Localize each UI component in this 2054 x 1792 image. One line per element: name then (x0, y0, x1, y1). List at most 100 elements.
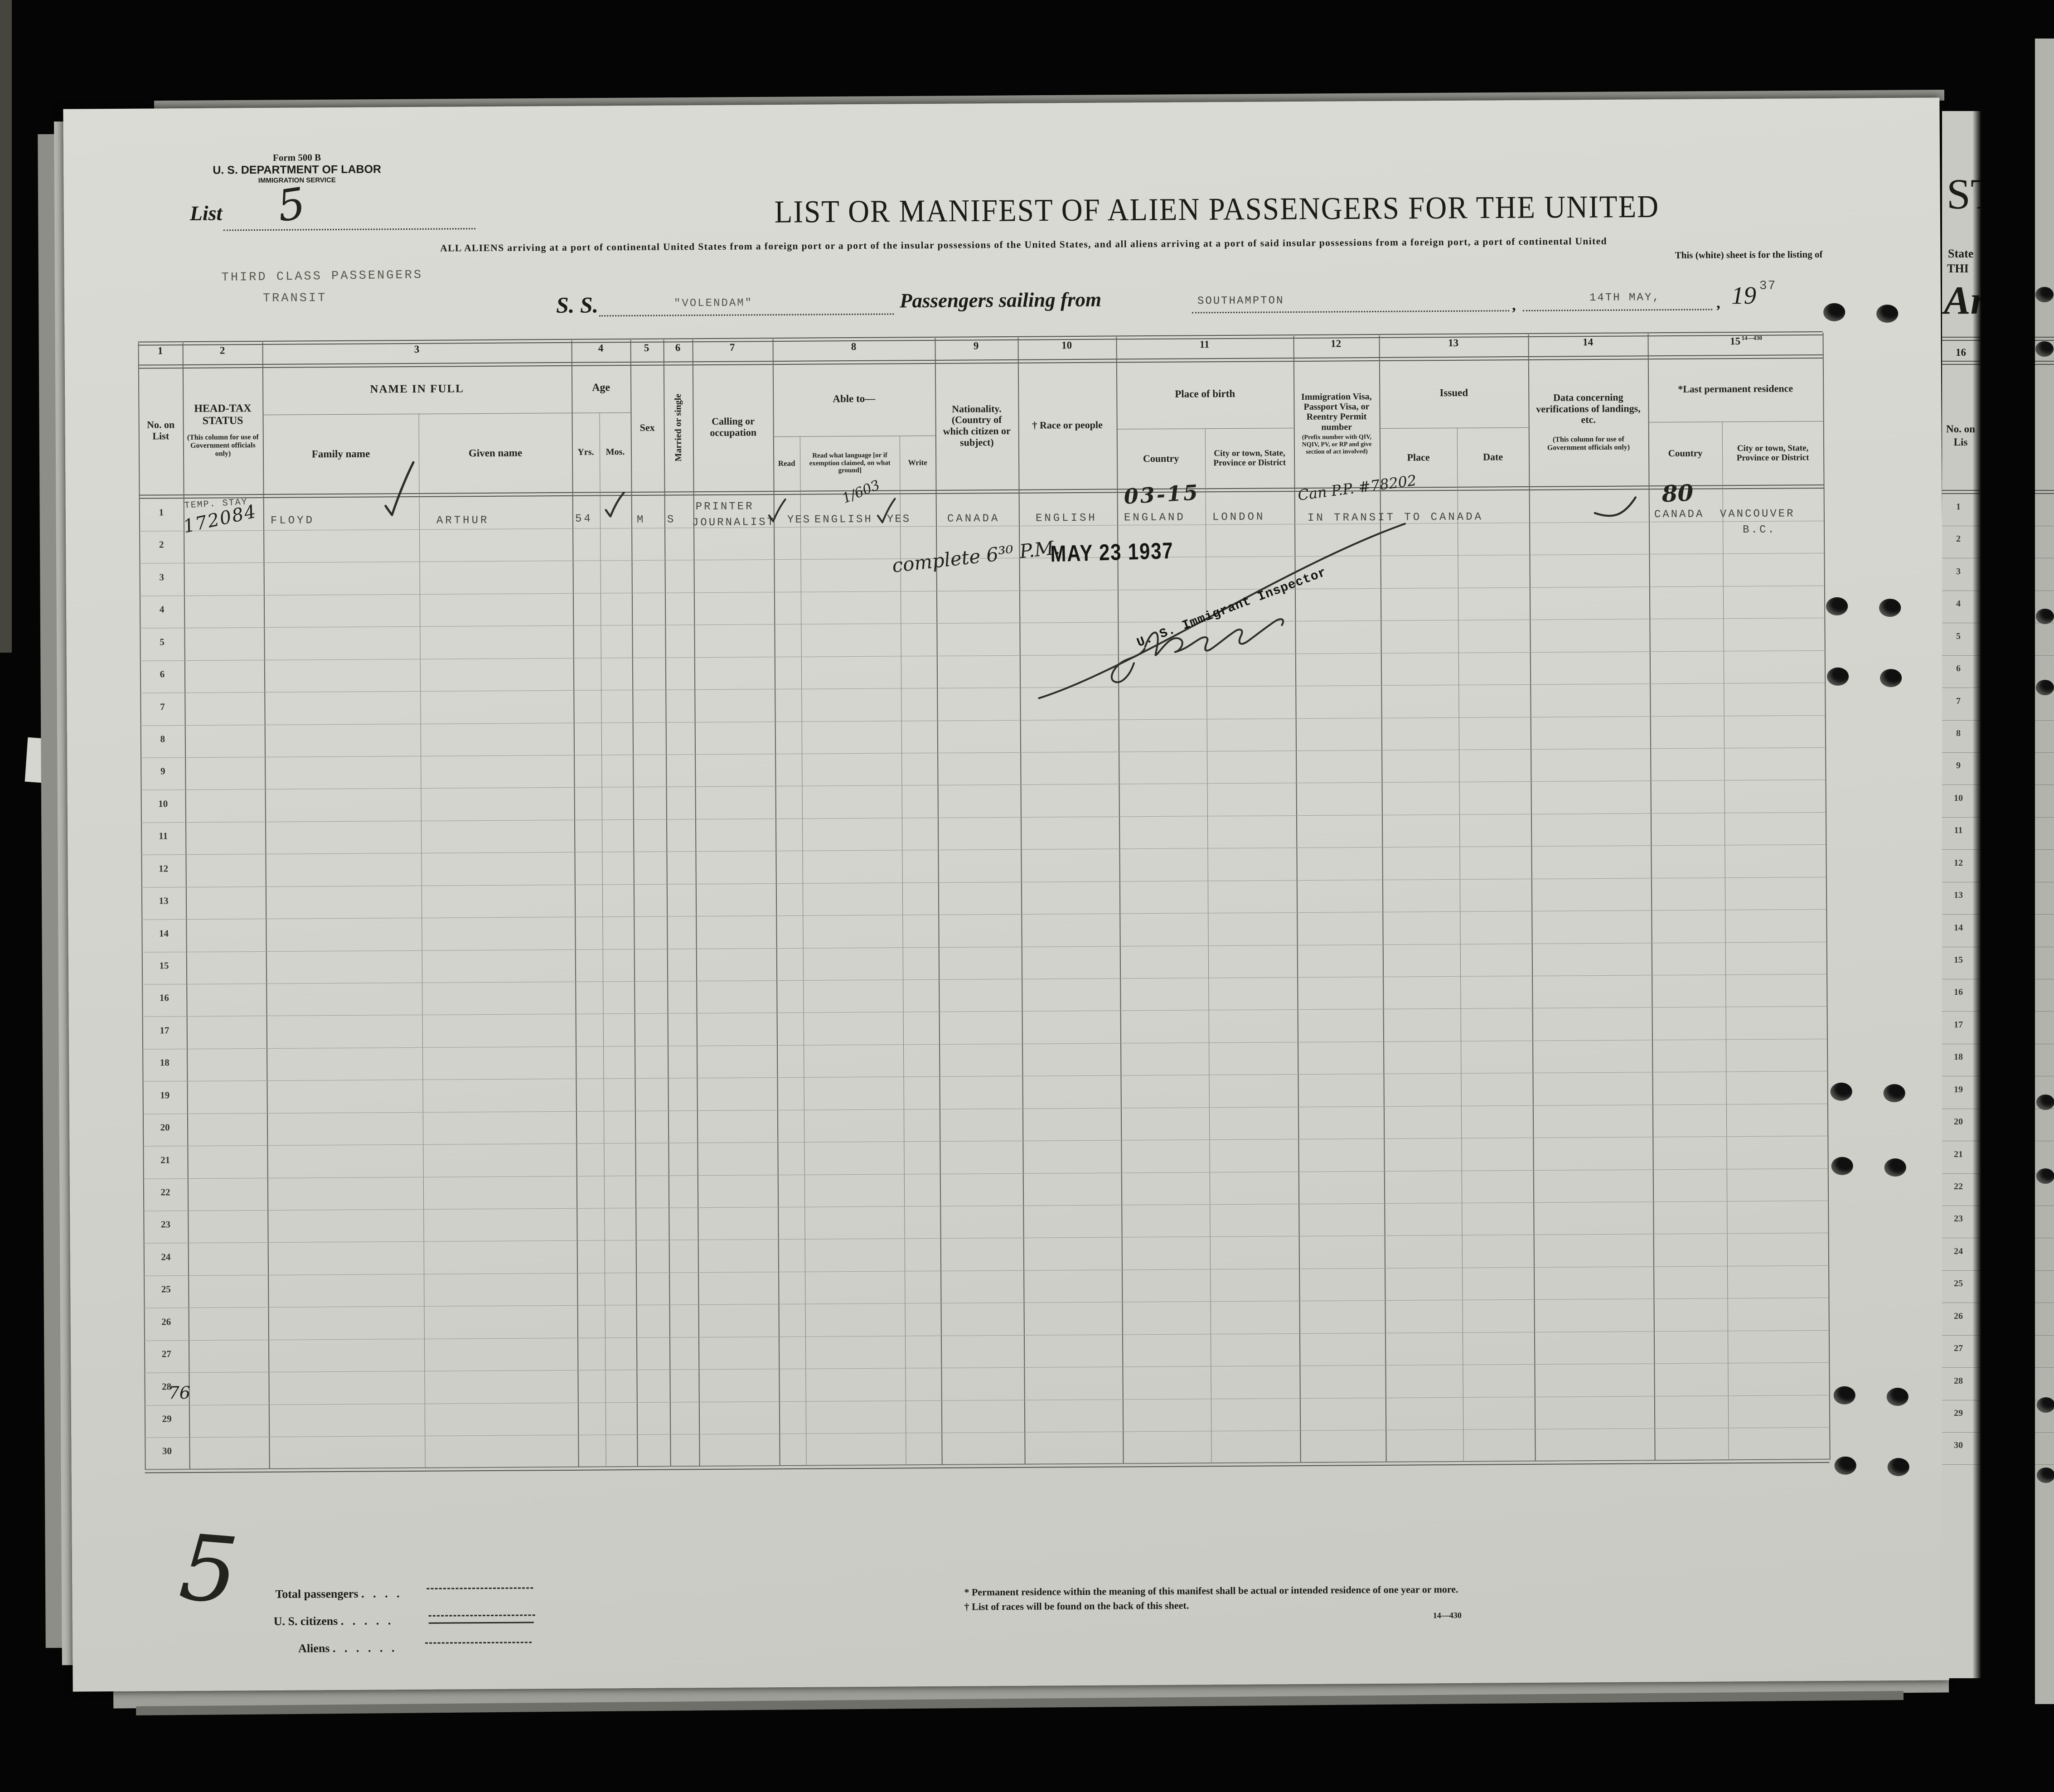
right-page-edge (2035, 39, 2054, 1704)
next-sheet-row: 16 (1942, 979, 1981, 1012)
next-sheet-row: 4 (1942, 591, 1981, 624)
next-sheet-row-number: 2 (1956, 534, 1961, 544)
next-sheet-row: 27 (1942, 1335, 1981, 1368)
header-mos: Mos. (606, 447, 625, 457)
row-number: 26 (161, 1316, 171, 1327)
edge-row-line (2035, 1044, 2054, 1077)
header-yrs: Yrs. (577, 447, 594, 458)
edge-row-line (2035, 1368, 2054, 1400)
column-number: 8 (851, 340, 857, 353)
row-number: 20 (160, 1122, 170, 1133)
punch-hole (2036, 1168, 2054, 1184)
residence-city-value: VANCOUVER (1720, 508, 1795, 521)
date-line (1523, 309, 1713, 312)
header-issued-date: Date (1483, 450, 1503, 463)
punch-hole (2036, 609, 2054, 624)
column-number: 6 (675, 342, 681, 354)
next-sheet-row-number: 17 (1954, 1019, 1963, 1030)
form-number: Form 500 B (272, 152, 321, 163)
next-sheet-row: 19 (1942, 1076, 1981, 1109)
column-number: 9 (973, 340, 979, 352)
next-sheet-row: 26 (1942, 1303, 1981, 1336)
edge-row-line (2035, 1303, 2054, 1336)
sail-date: 14TH MAY, (1589, 291, 1661, 305)
next-sheet-row: 21 (1942, 1141, 1981, 1174)
checkmark-family (384, 461, 415, 516)
year-typed: 37 (1759, 279, 1777, 293)
next-sheet-column-16: 16 (1956, 347, 1966, 358)
next-sheet-row: 23 (1942, 1206, 1981, 1239)
row-number: 30 (162, 1445, 172, 1457)
next-sheet-rule (1942, 361, 1984, 365)
next-sheet-row: 9 (1942, 752, 1981, 785)
row-number: 13 (159, 895, 169, 906)
row-number: 7 (160, 701, 165, 712)
list-label: List (189, 201, 223, 225)
edge-row-line (2035, 817, 2054, 850)
header-age: Age (592, 382, 610, 394)
punch-hole (1887, 1458, 1909, 1477)
comma-1: , (1511, 297, 1516, 314)
next-sheet-row: 17 (1942, 1012, 1981, 1044)
page-title: LIST OR MANIFEST OF ALIEN PASSENGERS FOR… (774, 189, 1660, 230)
edge-row-line (2035, 1173, 2054, 1206)
total-passengers-row: Total passengers . . . . (275, 1587, 402, 1601)
marital-value: S (667, 513, 676, 526)
punch-hole (1879, 598, 1901, 617)
next-sheet-row-number: 22 (1954, 1182, 1963, 1192)
next-sheet-row-number: 7 (1956, 696, 1961, 706)
header-visa-note: (Prefix number with QIV, NQIV, PV, or RP… (1302, 434, 1372, 455)
punch-hole (2036, 1095, 2054, 1110)
checkmark-write (877, 498, 896, 523)
next-sheet-row-number: 5 (1956, 631, 1961, 641)
punch-hole (1880, 668, 1902, 688)
scanner-edge (0, 0, 12, 653)
next-sheet-row: 8 (1942, 720, 1981, 753)
header-able-to: Able to— (833, 392, 876, 405)
us-citizens-label: U. S. citizens (273, 1614, 338, 1628)
year-printed: 19 (1731, 281, 1757, 310)
birth-handwritten: 03-15 (1123, 480, 1201, 509)
row-number: 23 (160, 1219, 170, 1230)
footnote-1: * Permanent residence within the meaning… (964, 1583, 1458, 1598)
row-number: 15 (159, 960, 169, 971)
us-citizens-row: U. S. citizens . . . . . (274, 1614, 394, 1628)
next-sheet-row-number: 18 (1954, 1052, 1963, 1062)
row-number: 5 (160, 636, 165, 648)
column-number: 2 (219, 344, 225, 356)
row-number: 10 (158, 798, 168, 809)
edge-row-line (2035, 979, 2054, 1012)
edge-rule (2035, 337, 2054, 341)
row-number: 1 (159, 507, 164, 518)
next-sheet-row-number: 14 (1954, 922, 1963, 933)
next-sheet-row: 11 (1942, 817, 1981, 850)
header-nationality: Nationality. (Country of which citizen o… (943, 402, 1011, 448)
header-verification: Data concerning verifications of landing… (1532, 358, 1645, 486)
given-name-value: ARTHUR (436, 514, 489, 527)
column-number: 15 (1729, 335, 1741, 347)
next-sheet-row: 13 (1942, 882, 1981, 915)
edge-row-line (2035, 1109, 2054, 1142)
class-stamp: THIRD CLASS PASSENGERS (221, 268, 423, 285)
read-language-value: ENGLISH (814, 513, 873, 526)
aliens-row: Aliens . . . . . . (298, 1641, 397, 1655)
header-headtax-title: HEAD-TAX STATUS (194, 402, 252, 427)
next-sheet-rule (1942, 337, 1984, 341)
next-sheet-row-number: 30 (1954, 1440, 1963, 1451)
total-passengers-line (426, 1587, 533, 1589)
header-birth-country: Country (1143, 452, 1179, 464)
inspector-signature (1038, 523, 1406, 699)
column-number: 10 (1061, 339, 1072, 351)
header-name-in-full: NAME IN FULL (370, 382, 464, 396)
next-sheet-row: 6 (1942, 655, 1981, 688)
header-residence-country: Country (1668, 447, 1703, 459)
next-sheet-no-on-list: No. on Lis (1946, 423, 1975, 448)
department-name: U. S. DEPARTMENT OF LABOR (213, 163, 382, 177)
row-number: 19 (160, 1090, 170, 1101)
edge-row-line (2035, 882, 2054, 915)
row-number: 22 (160, 1187, 170, 1198)
row-number: 11 (159, 830, 168, 842)
residence-handwritten: 80 (1661, 479, 1694, 508)
edge-row-line (2035, 947, 2054, 980)
row-number: 12 (159, 863, 169, 874)
